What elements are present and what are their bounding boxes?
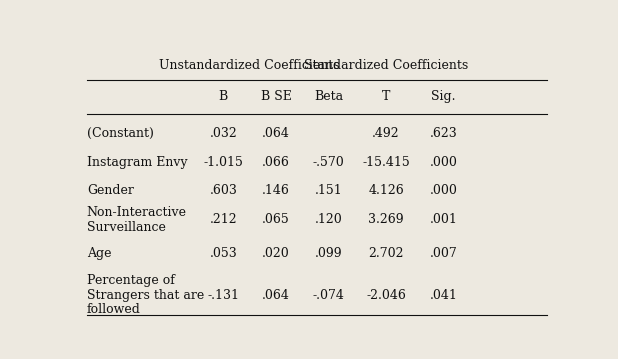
Text: .212: .212 xyxy=(210,214,237,227)
Text: -.074: -.074 xyxy=(313,289,345,302)
Text: (Constant): (Constant) xyxy=(87,127,154,140)
Text: T: T xyxy=(382,90,391,103)
Text: .064: .064 xyxy=(262,289,290,302)
Text: 4.126: 4.126 xyxy=(368,184,404,197)
Text: Sig.: Sig. xyxy=(431,90,456,103)
Text: 3.269: 3.269 xyxy=(368,214,404,227)
Text: Gender: Gender xyxy=(87,184,133,197)
Text: Surveillance: Surveillance xyxy=(87,221,166,234)
Text: B: B xyxy=(219,90,228,103)
Text: .053: .053 xyxy=(210,247,237,260)
Text: .099: .099 xyxy=(315,247,342,260)
Text: 2.702: 2.702 xyxy=(368,247,404,260)
Text: Beta: Beta xyxy=(314,90,343,103)
Text: .007: .007 xyxy=(430,247,457,260)
Text: B SE: B SE xyxy=(261,90,292,103)
Text: Instagram Envy: Instagram Envy xyxy=(87,156,187,169)
Text: Percentage of: Percentage of xyxy=(87,274,175,287)
Text: .492: .492 xyxy=(373,127,400,140)
Text: .151: .151 xyxy=(315,184,342,197)
Text: -.570: -.570 xyxy=(313,156,345,169)
Text: Age: Age xyxy=(87,247,111,260)
Text: Standardized Coefficients: Standardized Coefficients xyxy=(304,59,468,72)
Text: .623: .623 xyxy=(430,127,457,140)
Text: followed: followed xyxy=(87,303,141,316)
Text: -2.046: -2.046 xyxy=(366,289,406,302)
Text: -15.415: -15.415 xyxy=(362,156,410,169)
Text: .120: .120 xyxy=(315,214,342,227)
Text: Strangers that are: Strangers that are xyxy=(87,289,204,302)
Text: .041: .041 xyxy=(430,289,457,302)
Text: .001: .001 xyxy=(430,214,457,227)
Text: .603: .603 xyxy=(210,184,237,197)
Text: Unstandardized Coefficients: Unstandardized Coefficients xyxy=(159,59,340,72)
Text: Non-Interactive: Non-Interactive xyxy=(87,206,187,219)
Text: .000: .000 xyxy=(430,184,457,197)
Text: .020: .020 xyxy=(262,247,290,260)
Text: -1.015: -1.015 xyxy=(203,156,243,169)
Text: .032: .032 xyxy=(210,127,237,140)
Text: .066: .066 xyxy=(262,156,290,169)
Text: -.131: -.131 xyxy=(207,289,239,302)
Text: .146: .146 xyxy=(262,184,290,197)
Text: .065: .065 xyxy=(262,214,290,227)
Text: .000: .000 xyxy=(430,156,457,169)
Text: .064: .064 xyxy=(262,127,290,140)
